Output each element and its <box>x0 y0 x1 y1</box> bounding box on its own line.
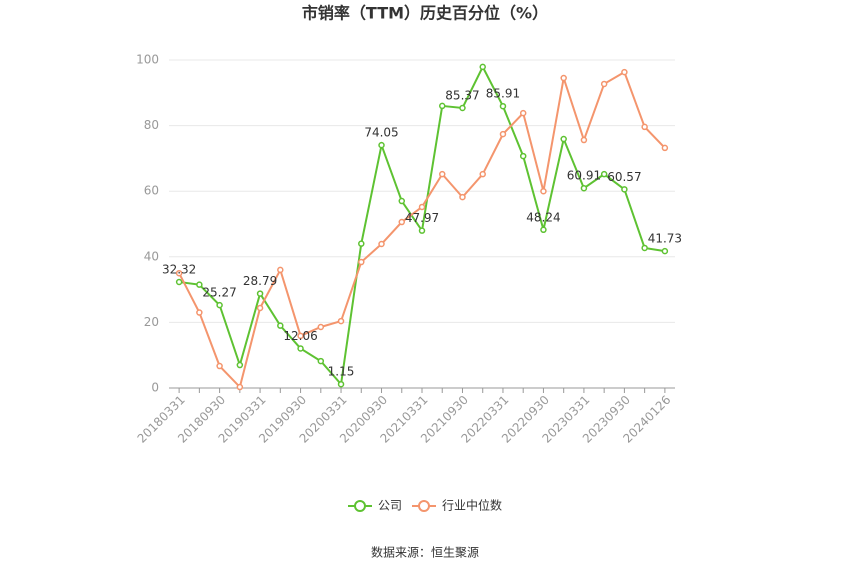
point <box>600 170 608 178</box>
point <box>621 68 628 76</box>
data-label: 12.06 <box>283 329 317 343</box>
point <box>459 193 466 201</box>
data-label: 85.91 <box>486 87 520 101</box>
y-tick-label: 20 <box>144 315 159 329</box>
point <box>560 135 567 143</box>
point <box>499 130 507 138</box>
point <box>337 317 345 325</box>
point <box>398 197 406 205</box>
point <box>580 184 588 192</box>
point <box>256 290 264 297</box>
point <box>378 141 385 149</box>
point <box>459 104 466 112</box>
point <box>621 186 628 193</box>
data-label: 74.05 <box>364 126 398 140</box>
point <box>175 269 183 277</box>
point <box>216 301 223 309</box>
y-tick-label: 80 <box>144 118 159 132</box>
point <box>297 332 304 340</box>
point <box>277 266 284 274</box>
point <box>196 281 203 288</box>
point <box>479 63 486 71</box>
data-label: 85.37 <box>445 88 479 102</box>
point <box>519 152 527 160</box>
point <box>358 240 365 247</box>
point <box>560 74 567 82</box>
point <box>438 170 446 178</box>
point <box>398 218 406 226</box>
y-tick-label: 0 <box>151 381 159 395</box>
point <box>418 227 426 234</box>
legend-label: 行业中位数 <box>442 498 502 513</box>
data-label: 48.24 <box>526 210 560 224</box>
point <box>641 123 648 131</box>
data-label: 1.15 <box>328 365 355 379</box>
point <box>196 309 203 316</box>
data-label: 28.79 <box>243 274 277 288</box>
chart-title: 市销率（TTM）历史百分位（%） <box>302 4 548 23</box>
data-label: 32.32 <box>162 262 196 276</box>
point <box>297 345 304 352</box>
data-label: 47.97 <box>405 211 439 225</box>
data-label: 60.57 <box>607 170 641 184</box>
point <box>580 136 588 144</box>
point <box>641 244 648 252</box>
point <box>358 258 365 266</box>
point <box>216 362 223 370</box>
source: 数据来源：恒生聚源 <box>371 545 479 560</box>
point <box>277 322 284 329</box>
point <box>378 240 385 248</box>
point <box>519 109 527 117</box>
point <box>337 380 345 388</box>
point <box>661 144 669 152</box>
data-label: 25.27 <box>202 286 236 300</box>
legend-label: 公司 <box>378 499 402 513</box>
point <box>540 226 547 234</box>
legend-marker <box>418 500 430 512</box>
y-tick-label: 60 <box>144 184 159 198</box>
data-label: 41.73 <box>648 232 682 246</box>
point <box>438 102 446 110</box>
point <box>418 203 426 211</box>
point <box>236 383 244 391</box>
point <box>317 357 325 365</box>
data-label: 60.91 <box>567 169 601 183</box>
point <box>256 304 264 312</box>
point <box>540 187 547 195</box>
point <box>600 80 608 88</box>
y-tick-label: 40 <box>144 249 159 263</box>
point <box>499 102 507 110</box>
point <box>479 170 486 178</box>
point <box>317 323 325 331</box>
point <box>236 361 244 369</box>
legend-marker <box>354 500 366 512</box>
point <box>175 278 183 286</box>
point <box>661 247 669 255</box>
y-tick-label: 100 <box>136 53 159 67</box>
